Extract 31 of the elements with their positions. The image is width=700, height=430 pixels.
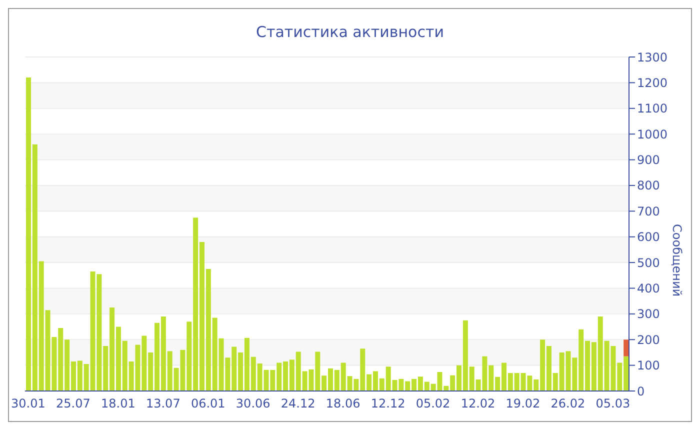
chart-title: Статистика активности [255, 22, 445, 43]
y-tick-label: 100 [637, 358, 660, 373]
y-tick-label: 1300 [637, 50, 668, 64]
x-tick-label: 30.01 [11, 396, 46, 411]
x-tick-label: 05.03 [596, 396, 630, 411]
y-tick-label: 300 [637, 307, 660, 322]
y-tick-label: 1200 [637, 76, 668, 90]
y-tick-label: 500 [637, 256, 660, 270]
x-tick-label: 19.02 [506, 396, 540, 411]
y-tick-label: 900 [637, 153, 660, 168]
x-tick-label: 13.07 [146, 396, 180, 411]
y-tick-label: 1000 [637, 127, 668, 142]
x-tick-label: 24.12 [280, 396, 316, 411]
bar [624, 340, 629, 356]
x-tick-label: 06.01 [190, 396, 226, 411]
y-tick-label: 1100 [637, 102, 668, 116]
y-tick-label: 0 [637, 384, 645, 398]
x-tick-label: 12.02 [460, 396, 496, 411]
y-tick-label: 800 [637, 178, 660, 193]
y-tick-label: 200 [637, 332, 660, 347]
x-tick-label: 05.02 [416, 396, 450, 411]
x-tick-label: 26.02 [550, 396, 586, 411]
x-tick-label: 25.07 [56, 396, 90, 411]
x-tick-label: 18.01 [100, 396, 136, 411]
y-tick-label: 400 [637, 281, 660, 296]
y-tick-label: 600 [637, 230, 660, 244]
y-axis-title: Сообщений [670, 224, 684, 297]
x-tick-label: 30.06 [236, 396, 270, 411]
x-tick-label: 12.12 [370, 396, 406, 411]
x-tick-label: 18.06 [326, 396, 360, 411]
y-tick-label: 700 [637, 204, 660, 218]
